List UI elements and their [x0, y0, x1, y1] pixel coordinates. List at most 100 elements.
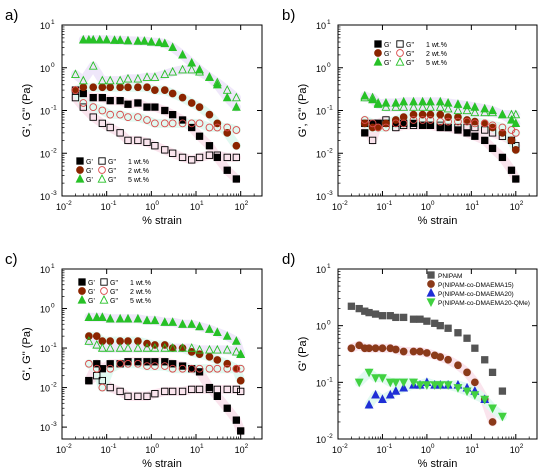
- data-point: [205, 364, 214, 373]
- panel-label: a): [5, 7, 18, 24]
- legend-label: 5 wt.%: [426, 60, 447, 67]
- data-point: [150, 72, 160, 81]
- data-point: [105, 313, 115, 323]
- y-tick-label: 10: [316, 265, 326, 275]
- data-point: [374, 123, 382, 132]
- data-point: [98, 106, 107, 115]
- x-tick-exponent: 1: [200, 443, 204, 450]
- data-point: [84, 336, 94, 345]
- y-tick-exponent: -2: [327, 147, 333, 154]
- data-point: [102, 34, 112, 44]
- data-point: [123, 73, 133, 83]
- data-point: [409, 121, 418, 129]
- data-point: [236, 376, 245, 385]
- data-point: [425, 96, 435, 106]
- data-point: [123, 35, 133, 45]
- data-point: [488, 404, 497, 414]
- data-point: [168, 89, 177, 98]
- data-point: [85, 376, 93, 385]
- data-point: [232, 126, 241, 134]
- x-axis-title: % strain: [142, 215, 182, 227]
- legend-label: 1 wt.%: [128, 159, 149, 166]
- series-Gpp5: [84, 336, 246, 358]
- legend-label: G': [88, 298, 95, 305]
- data-point: [142, 72, 152, 81]
- x-tick-label: 10: [56, 445, 66, 455]
- data-point: [423, 317, 431, 325]
- data-point: [399, 119, 408, 128]
- data-point: [511, 118, 521, 128]
- data-point: [463, 334, 471, 342]
- data-point: [436, 110, 445, 119]
- data-point: [78, 75, 88, 85]
- x-tick-exponent: 2: [520, 200, 524, 207]
- chart-panel-4: d)10 -2 10 -1 10 0 10 1 10 210 -210 -110 010 1% strai…: [282, 251, 538, 470]
- series-Gp1: [85, 358, 245, 435]
- data-point: [169, 149, 177, 157]
- data-point: [195, 153, 204, 162]
- series-Gpp2: [360, 116, 520, 137]
- data-point: [195, 321, 204, 331]
- data-point: [463, 368, 471, 377]
- data-point: [105, 75, 115, 85]
- data-point: [231, 346, 241, 356]
- data-point: [71, 93, 80, 102]
- data-point: [160, 343, 170, 352]
- x-tick-label: 10: [510, 445, 520, 455]
- x-tick-exponent: 0: [431, 443, 435, 450]
- data-point: [195, 119, 204, 128]
- legend-marker: [78, 278, 86, 286]
- data-point: [409, 102, 418, 111]
- data-point: [205, 324, 214, 333]
- data-point: [454, 117, 462, 126]
- data-point: [498, 153, 507, 162]
- legend-label: 5 wt.%: [130, 298, 151, 305]
- legend-marker: [97, 174, 107, 183]
- data-point: [462, 105, 472, 115]
- y-tick-label: 10: [40, 64, 50, 74]
- y-tick-label: 10: [316, 107, 326, 117]
- data-point: [463, 116, 471, 124]
- data-point: [480, 119, 489, 128]
- legend-marker: [373, 57, 383, 66]
- data-point: [123, 343, 133, 352]
- y-tick-label: 10: [316, 378, 326, 388]
- x-tick-exponent: 1: [475, 200, 479, 207]
- x-tick-exponent: -1: [386, 200, 392, 207]
- data-point: [223, 166, 231, 174]
- y-tick-label: 10: [40, 344, 50, 354]
- x-tick-label: 10: [145, 445, 155, 455]
- data-point: [436, 322, 444, 330]
- data-point: [106, 360, 114, 368]
- data-point: [378, 344, 387, 353]
- data-point: [146, 37, 156, 46]
- data-point: [347, 302, 356, 310]
- data-point: [213, 153, 221, 162]
- x-tick-exponent: -2: [66, 200, 72, 207]
- data-point: [124, 100, 132, 108]
- data-point: [360, 116, 369, 124]
- data-point: [382, 119, 390, 128]
- data-point: [79, 103, 87, 111]
- data-point: [195, 66, 204, 76]
- data-point: [435, 381, 445, 390]
- data-point: [463, 123, 471, 132]
- data-point: [418, 110, 427, 119]
- data-point: [426, 110, 435, 119]
- x-tick-exponent: 1: [200, 200, 204, 207]
- y-tick-exponent: -3: [327, 190, 333, 197]
- data-point: [507, 114, 516, 124]
- data-point: [92, 364, 101, 373]
- data-point: [497, 412, 507, 422]
- data-point: [382, 123, 390, 132]
- data-point: [188, 156, 196, 164]
- legend-marker: [76, 166, 84, 174]
- data-point: [365, 344, 373, 353]
- series-Gpp2: [85, 359, 245, 392]
- data-point: [454, 361, 462, 370]
- legend-label: P(NIPAM-co-DMAEMA20-QMe): [438, 300, 530, 307]
- legend-label: G": [108, 177, 116, 184]
- data-point: [154, 37, 164, 47]
- data-point: [116, 359, 124, 368]
- y-tick-exponent: -3: [51, 190, 57, 197]
